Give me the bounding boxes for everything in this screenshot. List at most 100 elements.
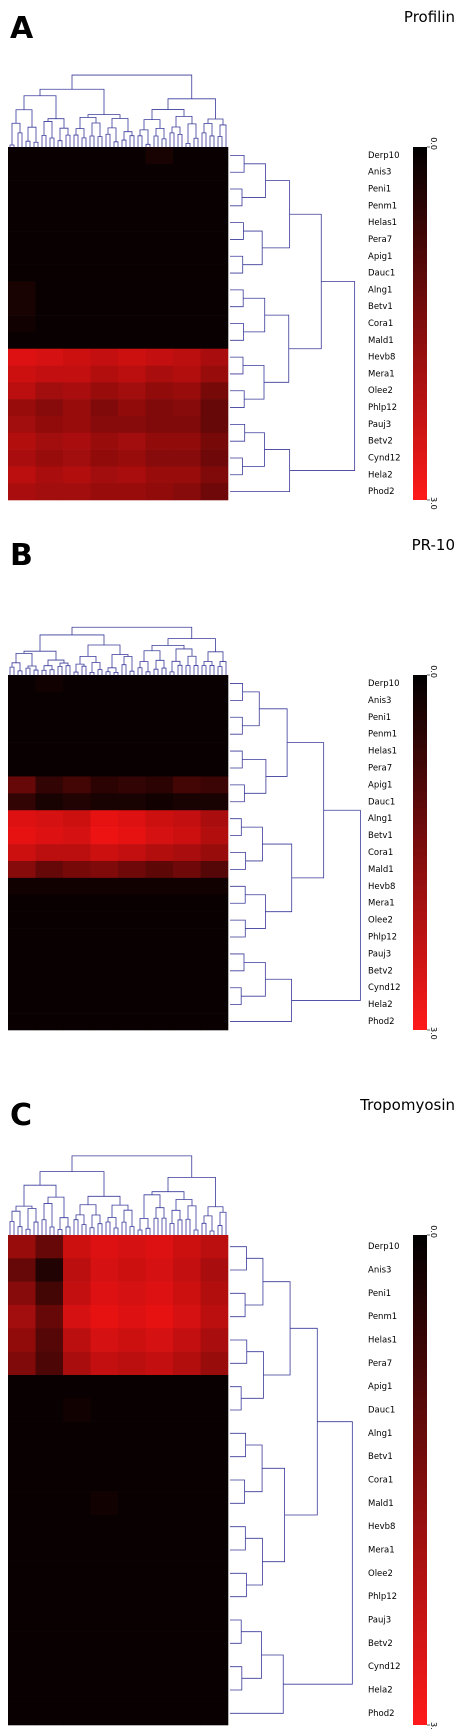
dendrogram-branch bbox=[139, 661, 149, 672]
dendrogram-branch bbox=[241, 961, 266, 997]
heatmap-cell bbox=[90, 1678, 119, 1702]
row-label: Betv1 bbox=[368, 831, 393, 841]
dendrogram-branch bbox=[230, 1666, 243, 1691]
heatmap-cell bbox=[90, 945, 119, 963]
row-label: Cora1 bbox=[368, 848, 393, 858]
dendrogram-branch bbox=[15, 652, 33, 667]
heatmap-cell bbox=[8, 1538, 36, 1562]
heatmap-cell bbox=[145, 928, 174, 946]
heatmap-cell bbox=[90, 1468, 119, 1492]
heatmap-cell bbox=[173, 1445, 201, 1469]
dendrogram-branch bbox=[230, 390, 245, 408]
dendrogram-branch bbox=[57, 140, 63, 147]
heatmap-cell bbox=[63, 466, 91, 484]
dendrogram-branch bbox=[230, 1479, 246, 1504]
dendrogram-branch bbox=[155, 1207, 165, 1219]
heatmap-cell bbox=[90, 1491, 119, 1516]
heatmap-cell bbox=[63, 962, 91, 980]
row-label: Phlp12 bbox=[368, 403, 397, 413]
heatmap-cell bbox=[63, 180, 91, 198]
dendrogram-branch bbox=[262, 1467, 285, 1563]
dendrogram-branch bbox=[155, 659, 165, 670]
heatmap-cell bbox=[173, 860, 201, 879]
heatmap-cell bbox=[173, 877, 201, 896]
dendrogram-branch bbox=[43, 665, 53, 671]
heatmap-cell bbox=[118, 759, 146, 777]
heatmap-cell bbox=[118, 1468, 146, 1492]
heatmap-cell bbox=[35, 911, 64, 929]
heatmap-cell bbox=[90, 996, 119, 1014]
heatmap-cell bbox=[173, 1013, 201, 1031]
heatmap-cell bbox=[90, 483, 119, 501]
heatmap-cell bbox=[90, 691, 119, 710]
heatmap-cell bbox=[200, 298, 229, 316]
colorbar bbox=[413, 675, 427, 1030]
row-label: Hela2 bbox=[368, 470, 393, 480]
heatmap-cell bbox=[145, 1538, 174, 1562]
heatmap-cell bbox=[173, 1351, 201, 1376]
heatmap-cell bbox=[200, 725, 229, 743]
heatmap-cell bbox=[90, 793, 119, 811]
dendrogram-branch bbox=[230, 750, 243, 769]
dendrogram-branch bbox=[177, 1219, 183, 1235]
dendrogram-branch bbox=[113, 1227, 119, 1235]
dendrogram-branch bbox=[201, 132, 207, 147]
heatmap-cell bbox=[90, 1655, 119, 1679]
heatmap-cell bbox=[35, 810, 64, 828]
heatmap-cell bbox=[63, 996, 91, 1014]
heatmap-cell bbox=[35, 1281, 64, 1306]
dendrogram-branch bbox=[243, 297, 266, 333]
heatmap-cell bbox=[145, 810, 174, 828]
heatmap-cell bbox=[200, 399, 229, 417]
panel-letter: C bbox=[10, 1098, 32, 1133]
heatmap-cell bbox=[173, 827, 201, 845]
heatmap-cell bbox=[173, 163, 201, 181]
dendrogram-branch bbox=[217, 1225, 223, 1235]
heatmap-cell bbox=[200, 1398, 229, 1422]
heatmap-cell bbox=[8, 810, 36, 828]
heatmap-cell bbox=[200, 962, 229, 980]
heatmap-cell bbox=[145, 979, 174, 997]
heatmap-cell bbox=[200, 1235, 229, 1259]
row-label: Betv1 bbox=[368, 1452, 393, 1462]
heatmap-cell bbox=[35, 1678, 64, 1702]
heatmap-cell bbox=[173, 675, 201, 693]
dendrogram-branch bbox=[245, 894, 266, 929]
heatmap-cell bbox=[200, 331, 229, 350]
dendrogram-branch bbox=[57, 665, 63, 675]
dendrogram-branch bbox=[230, 987, 242, 1006]
heatmap-cell bbox=[8, 1013, 36, 1031]
heatmap-cell bbox=[200, 928, 229, 946]
column-dendrogram bbox=[9, 626, 227, 675]
heatmap-cell bbox=[173, 466, 201, 484]
heatmap-cell bbox=[145, 1701, 174, 1726]
heatmap-cell bbox=[8, 793, 36, 811]
heatmap-cell bbox=[90, 1235, 119, 1259]
heatmap-cell bbox=[118, 1491, 146, 1516]
heatmap-cell bbox=[200, 1561, 229, 1586]
heatmap-cell bbox=[63, 979, 91, 997]
dendrogram-branch bbox=[289, 281, 356, 471]
dendrogram-branch bbox=[81, 665, 87, 675]
heatmap-cell bbox=[63, 214, 91, 232]
heatmap-cell bbox=[118, 1538, 146, 1562]
colorbar-label: 3.0 bbox=[429, 497, 438, 510]
dendrogram-branch bbox=[113, 671, 119, 675]
heatmap-cell bbox=[145, 432, 174, 450]
row-label: Phlp12 bbox=[368, 1592, 397, 1602]
dendrogram-branch bbox=[230, 423, 246, 442]
heatmap-cell bbox=[63, 877, 91, 896]
heatmap-cell bbox=[145, 1655, 174, 1679]
heatmap-cell bbox=[145, 1351, 174, 1376]
heatmap-cell bbox=[173, 197, 201, 215]
heatmap-cell bbox=[118, 1561, 146, 1586]
panel-title: Tropomyosin bbox=[359, 1096, 455, 1114]
dendrogram-branch bbox=[33, 141, 39, 147]
dendrogram-branch bbox=[264, 314, 290, 383]
heatmap-cell bbox=[8, 382, 36, 400]
heatmap-cell bbox=[200, 348, 229, 366]
heatmap-cell bbox=[8, 708, 36, 727]
heatmap-cell bbox=[145, 281, 174, 299]
row-label: Derp10 bbox=[368, 1242, 399, 1252]
heatmap-cell bbox=[173, 1328, 201, 1352]
